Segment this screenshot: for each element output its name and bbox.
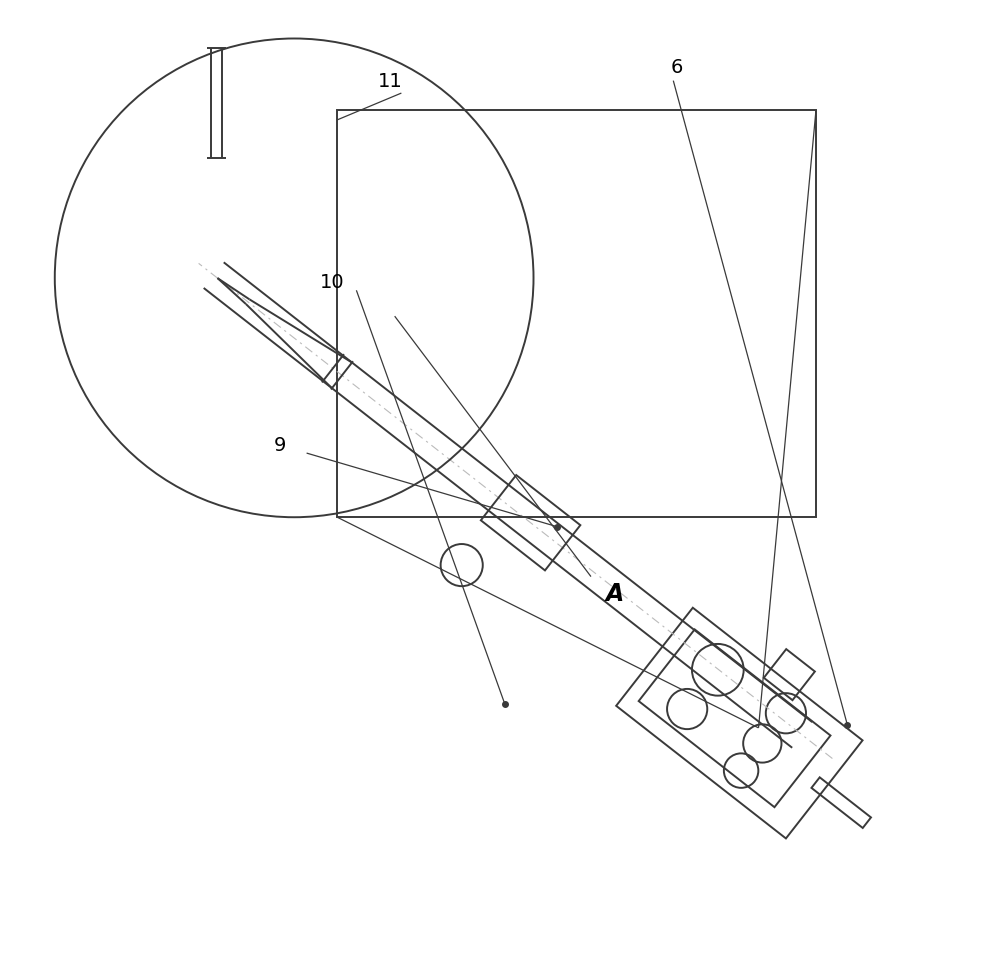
Text: 11: 11 <box>378 72 402 91</box>
Text: 6: 6 <box>671 58 683 77</box>
Text: A: A <box>606 582 624 606</box>
Text: 10: 10 <box>320 274 345 292</box>
Text: 9: 9 <box>274 436 286 455</box>
